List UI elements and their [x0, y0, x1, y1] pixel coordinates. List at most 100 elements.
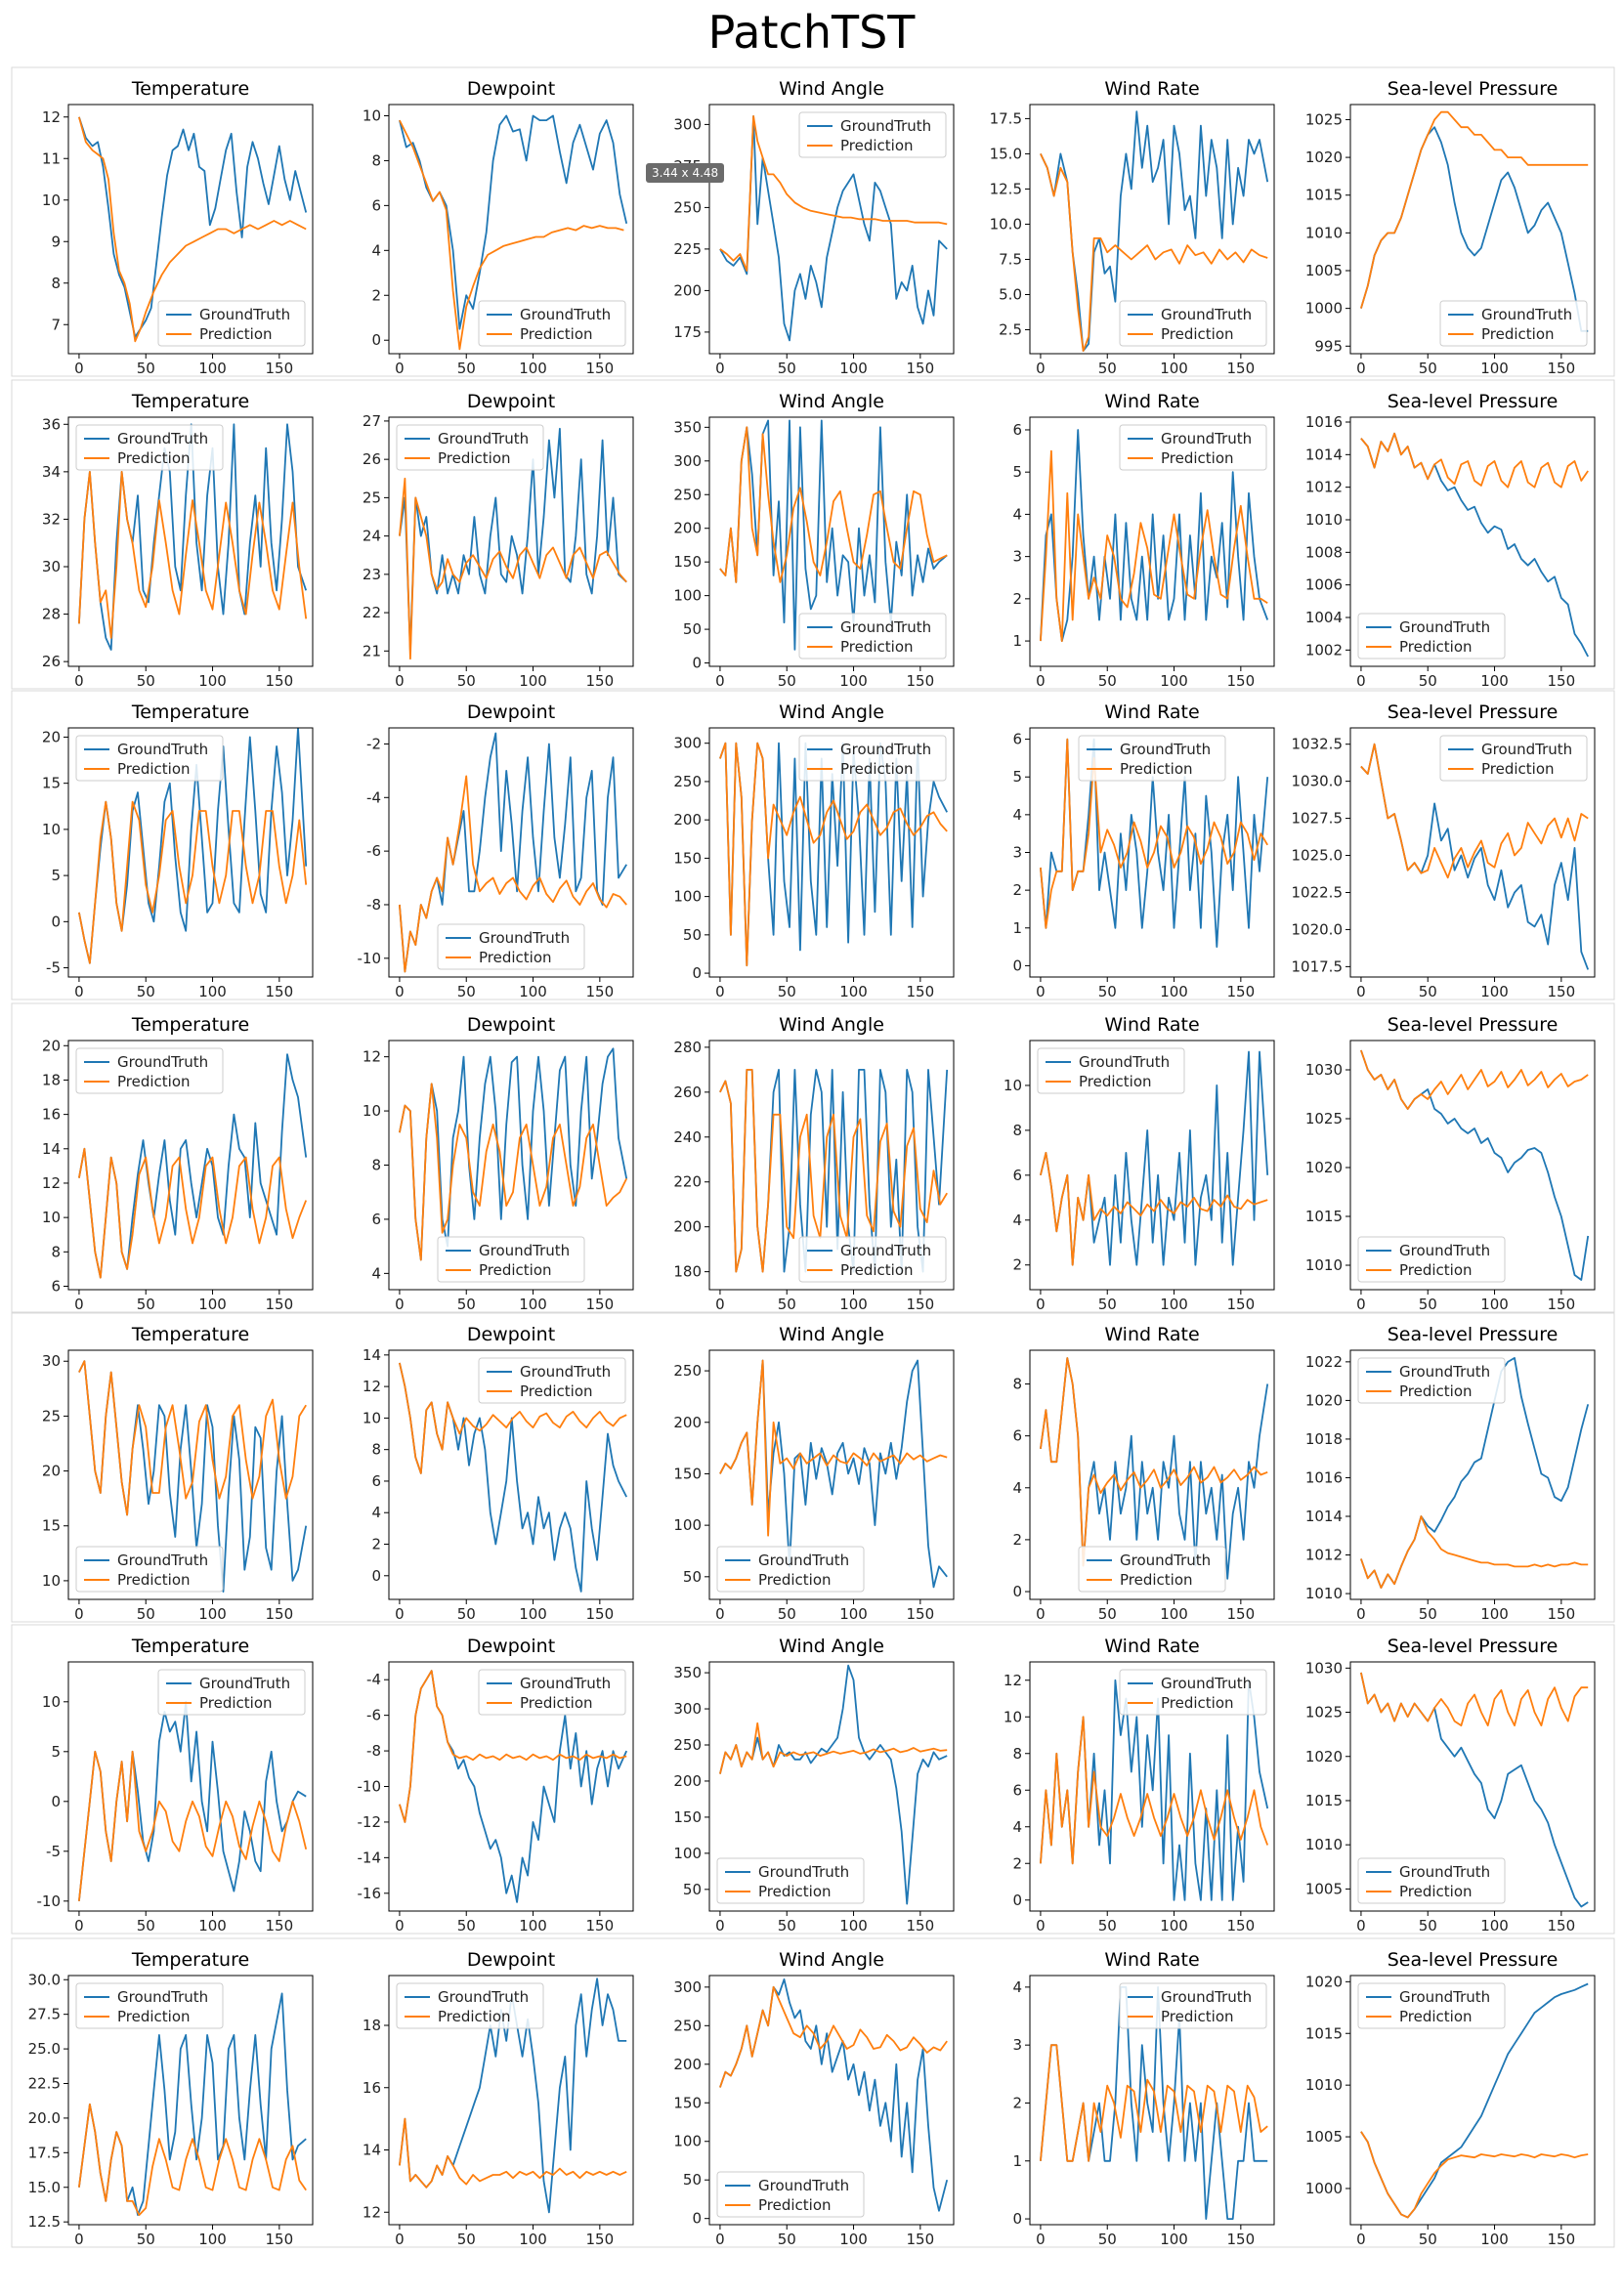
legend-groundtruth-label: GroundTruth — [1120, 741, 1211, 758]
legend-prediction-label: Prediction — [1399, 1261, 1473, 1279]
groundtruth-line — [399, 114, 628, 330]
x-tick-label: 100 — [519, 1296, 547, 1313]
y-tick-label: 1030 — [1305, 1061, 1343, 1079]
legend: GroundTruth Prediction — [1119, 1982, 1267, 2029]
x-tick-label: 0 — [395, 360, 405, 377]
y-tick-label: 1018 — [1305, 1430, 1343, 1448]
axes-frame — [67, 1661, 314, 1912]
x-tick-label: 100 — [519, 1917, 547, 1935]
panel-title: Wind Rate — [1104, 391, 1199, 412]
y-tick-label: 1020.0 — [1292, 920, 1344, 938]
y-tick-label: 12.5 — [28, 2213, 61, 2231]
x-tick-label: 0 — [74, 983, 84, 1000]
x-tick-label: 150 — [1227, 2231, 1256, 2248]
x-tick-label: 50 — [1419, 1917, 1437, 1935]
x-tick-label: 100 — [839, 672, 868, 690]
y-tick-label: 0 — [692, 655, 702, 672]
legend-prediction-label: Prediction — [438, 2008, 511, 2025]
groundtruth-line — [399, 427, 627, 653]
y-tick-label: 1010 — [1305, 1836, 1343, 1853]
x-tick-label: 50 — [1419, 983, 1437, 1000]
y-tick-label: 1005 — [1305, 262, 1343, 279]
legend: GroundTruth Prediction — [157, 300, 306, 347]
y-tick-label: 1032.5 — [1292, 736, 1344, 753]
x-tick-label: 50 — [778, 983, 796, 1000]
y-tick-label: 25 — [363, 489, 381, 506]
legend-prediction-label: Prediction — [117, 449, 191, 467]
y-tick-label: 1005 — [1305, 2128, 1343, 2146]
prediction-line — [1360, 110, 1589, 309]
legend-groundtruth-label: GroundTruth — [1161, 1988, 1252, 2006]
y-tick-label: 350 — [673, 1664, 702, 1681]
y-tick-label: 2 — [371, 1536, 381, 1553]
axes-frame — [708, 104, 955, 355]
y-tick-label: 10 — [1004, 1077, 1022, 1094]
y-tick-label: 36 — [42, 415, 61, 433]
x-tick-label: 0 — [1036, 672, 1046, 690]
y-tick-label: 1010 — [1305, 1256, 1343, 1274]
x-tick-label: 50 — [1098, 1917, 1117, 1935]
axes-frame — [1349, 1975, 1596, 2226]
x-tick-label: 0 — [715, 1296, 725, 1313]
size-tooltip: 3.44 x 4.48 — [646, 163, 725, 183]
y-tick-label: 15 — [42, 775, 61, 792]
panel-title: Temperature — [131, 1014, 249, 1036]
legend-box — [1119, 424, 1267, 471]
y-tick-label: 10.0 — [990, 215, 1022, 233]
x-tick-label: 50 — [1098, 1296, 1117, 1313]
row-frame-7 — [11, 1937, 1615, 2248]
y-tick-label: 10 — [42, 1693, 61, 1711]
x-tick-label: 150 — [1548, 360, 1576, 377]
legend-box — [396, 1982, 544, 2029]
legend-prediction-label: Prediction — [840, 137, 914, 154]
legend-box — [1357, 1236, 1506, 1283]
y-tick-label: 1012 — [1305, 479, 1343, 496]
y-tick-label: 1008 — [1305, 543, 1343, 561]
prediction-line — [1040, 1357, 1268, 1567]
y-tick-label: 18 — [363, 2017, 381, 2034]
legend: GroundTruth Prediction — [798, 1236, 947, 1283]
legend-prediction-label: Prediction — [117, 760, 191, 778]
x-tick-label: 50 — [457, 2231, 476, 2248]
x-tick-label: 100 — [1160, 672, 1188, 690]
y-tick-label: 200 — [673, 2056, 702, 2073]
x-tick-label: 0 — [74, 1605, 84, 1623]
y-tick-label: 1000 — [1305, 2180, 1343, 2197]
prediction-line — [1040, 449, 1268, 642]
y-tick-label: 20 — [42, 728, 61, 745]
y-tick-label: 30 — [42, 1352, 61, 1370]
x-tick-label: 150 — [907, 1296, 935, 1313]
axes-frame — [1349, 104, 1596, 355]
y-tick-label: 50 — [683, 926, 702, 944]
legend-prediction-label: Prediction — [479, 1261, 552, 1279]
y-tick-label: 16 — [42, 1106, 61, 1124]
panel-title: Sea-level Pressure — [1388, 1324, 1559, 1345]
legend: GroundTruth Prediction — [716, 1546, 865, 1593]
panel-title: Sea-level Pressure — [1388, 391, 1559, 412]
x-tick-label: 0 — [715, 360, 725, 377]
panel-7-2: Dewpoint 0 50 100 150 12 14 16 18 GroundTruth Pred… — [363, 1949, 634, 2248]
x-tick-label: 50 — [137, 360, 155, 377]
x-tick-label: 100 — [198, 983, 227, 1000]
y-tick-label: 10 — [363, 1409, 381, 1426]
prediction-line — [1360, 1049, 1589, 1110]
legend-prediction-label: Prediction — [758, 2196, 832, 2214]
y-tick-label: 1010 — [1305, 511, 1343, 529]
x-tick-label: 0 — [1356, 1917, 1366, 1935]
y-tick-label: 150 — [673, 1808, 702, 1826]
y-tick-label: 6 — [1012, 1427, 1022, 1445]
panel-6-4: Wind Rate 0 50 100 150 0 2 4 6 8 10 12 GroundTruth Pr… — [1004, 1636, 1275, 1935]
legend-box — [437, 1236, 585, 1283]
axes-frame — [1029, 1661, 1275, 1912]
y-tick-label: 8 — [51, 1243, 61, 1260]
x-tick-label: 150 — [907, 1605, 935, 1623]
y-tick-label: 4 — [1012, 1818, 1022, 1836]
axes-frame — [1349, 727, 1596, 978]
y-tick-label: 15.0 — [990, 145, 1022, 162]
legend-box — [798, 613, 947, 659]
legend-groundtruth-label: GroundTruth — [117, 430, 208, 447]
legend: GroundTruth Prediction — [1037, 1047, 1185, 1094]
legend-prediction-label: Prediction — [199, 325, 273, 343]
panel-title: Wind Angle — [779, 1636, 884, 1657]
